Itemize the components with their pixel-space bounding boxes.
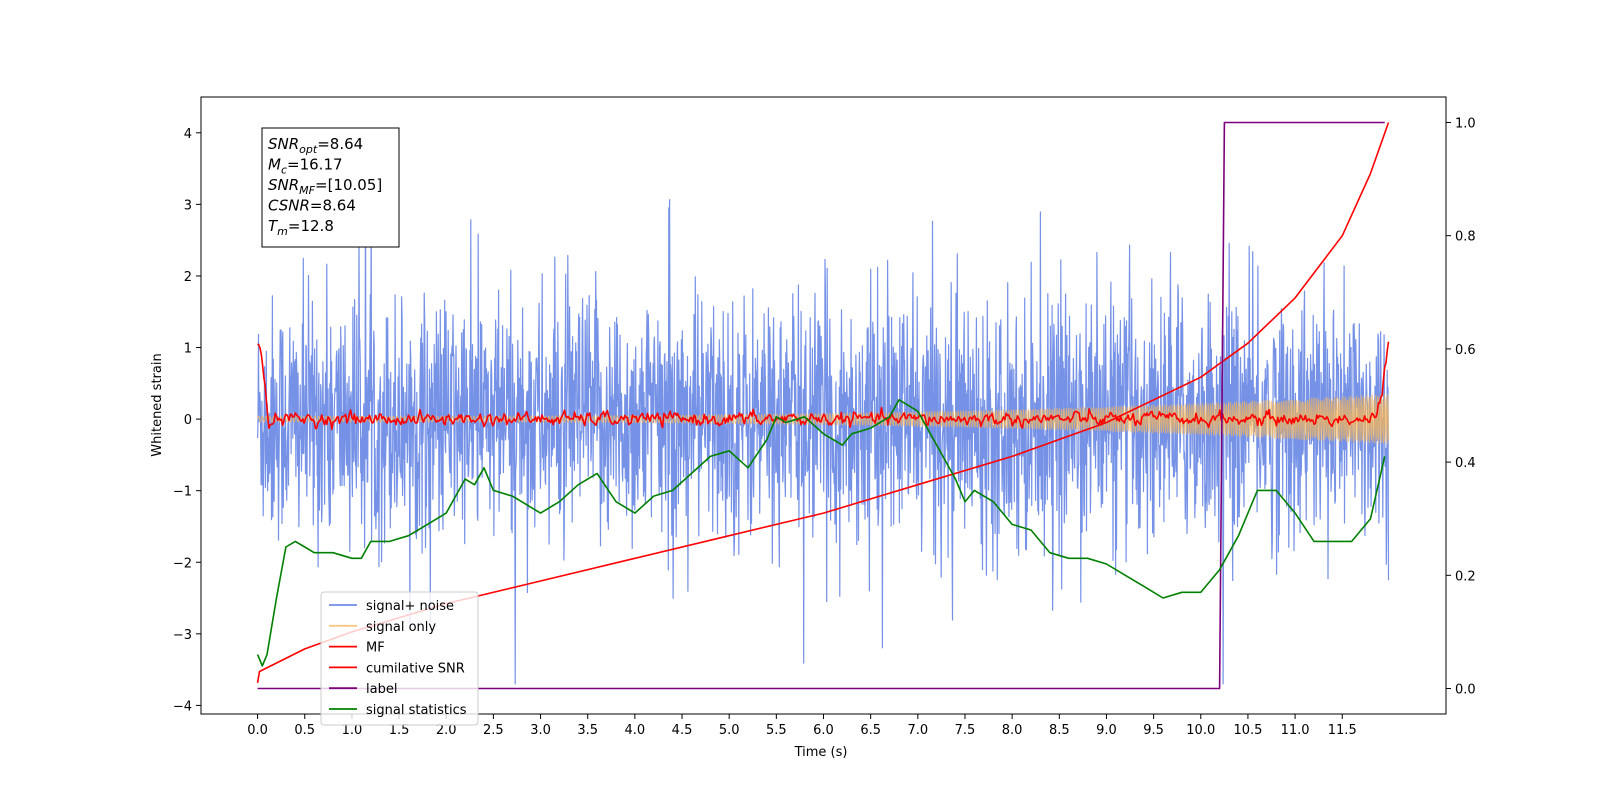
y2-tick-label: 0.6: [1455, 343, 1476, 358]
x-tick-label: 7.0: [907, 723, 928, 738]
x-tick-label: 9.5: [1143, 723, 1164, 738]
annotation-frame: [261, 127, 400, 248]
y2-tick-label: 0.0: [1455, 683, 1476, 698]
y-axis-label: Whitened strain: [150, 353, 165, 456]
series-line-signal-statistics: [256, 399, 1386, 667]
x-tick-label: 0.0: [247, 723, 268, 738]
y-tick-label: 1: [184, 342, 192, 357]
series-line-label: [257, 121, 1385, 690]
annotation-line: SNRopt=8.64: [268, 135, 363, 156]
x-tick-label: 5.0: [719, 723, 740, 738]
x-tick-label: 6.5: [860, 723, 881, 738]
annotation-line: SNRMF=[10.05]: [268, 176, 382, 197]
legend: signal+ noise signal only MF cumilative SNR…: [320, 591, 479, 726]
y-tick-label: −2: [173, 556, 192, 571]
series-line-signal-noise: [257, 144, 1390, 685]
legend-label: signal statistics: [366, 703, 467, 718]
legend-label: signal only: [366, 620, 436, 635]
y-tick-label: −1: [173, 485, 192, 500]
x-tick-label: 4.5: [672, 723, 693, 738]
x-axis-label: Time (s): [794, 745, 848, 760]
x-tick-label: 8.0: [1002, 723, 1023, 738]
x-tick-label: 3.5: [577, 723, 598, 738]
y-tick-label: −4: [173, 699, 192, 714]
y2-tick-label: 0.4: [1455, 456, 1476, 471]
legend-frame: [320, 591, 479, 726]
legend-label: cumilative SNR: [366, 661, 465, 676]
y-tick-label: 4: [184, 127, 192, 142]
y-axis-right: 0.0 0.2 0.4 0.6 0.8 1.0: [1446, 116, 1476, 698]
x-tick-label: 10.0: [1186, 723, 1215, 738]
x-tick-label: 7.5: [955, 723, 976, 738]
x-tick-label: 1.0: [342, 723, 363, 738]
series-line-mf: [257, 341, 1390, 431]
x-tick-label: 1.5: [389, 723, 410, 738]
x-tick-label: 2.0: [436, 723, 457, 738]
x-tick-label: 6.0: [813, 723, 834, 738]
y2-tick-label: 0.8: [1455, 230, 1476, 245]
x-tick-label: 8.5: [1049, 723, 1070, 738]
annotation-line: CSNR=8.64: [268, 197, 356, 215]
x-tick-label: 3.0: [530, 723, 551, 738]
y2-tick-label: 0.2: [1455, 569, 1476, 584]
y-tick-label: −3: [173, 628, 192, 643]
x-tick-label: 4.0: [625, 723, 646, 738]
y-tick-label: 0: [184, 413, 192, 428]
legend-label: label: [366, 682, 397, 697]
y-tick-label: 3: [184, 198, 192, 213]
y2-tick-label: 1.0: [1455, 116, 1476, 131]
x-tick-label: 11.5: [1328, 723, 1357, 738]
annotation-line: Tm=12.8: [268, 217, 334, 238]
y-axis-left: −4 −3 −2 −1 0 1 2 3 4: [173, 127, 201, 714]
y-tick-label: 2: [184, 270, 192, 285]
x-tick-label: 9.0: [1096, 723, 1117, 738]
x-tick-label: 0.5: [294, 723, 315, 738]
annotation-line: Mc=16.17: [268, 156, 343, 177]
x-tick-label: 11.0: [1281, 723, 1310, 738]
annotation-box: SNRopt=8.64Mc=16.17SNRMF=[10.05]CSNR=8.6…: [261, 127, 400, 248]
legend-label: MF: [366, 641, 385, 656]
legend-label: signal+ noise: [366, 599, 454, 614]
x-tick-label: 5.5: [766, 723, 787, 738]
x-tick-label: 10.5: [1233, 723, 1262, 738]
x-axis: 0.0 0.5 1.0 1.5 2.0 2.5 3.0 3.5 4.0 4.5 5.0 5.5 6.0 6…: [247, 714, 1357, 738]
x-tick-label: 2.5: [483, 723, 504, 738]
